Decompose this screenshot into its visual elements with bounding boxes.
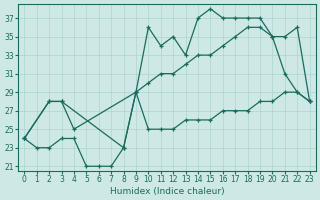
X-axis label: Humidex (Indice chaleur): Humidex (Indice chaleur): [110, 187, 224, 196]
